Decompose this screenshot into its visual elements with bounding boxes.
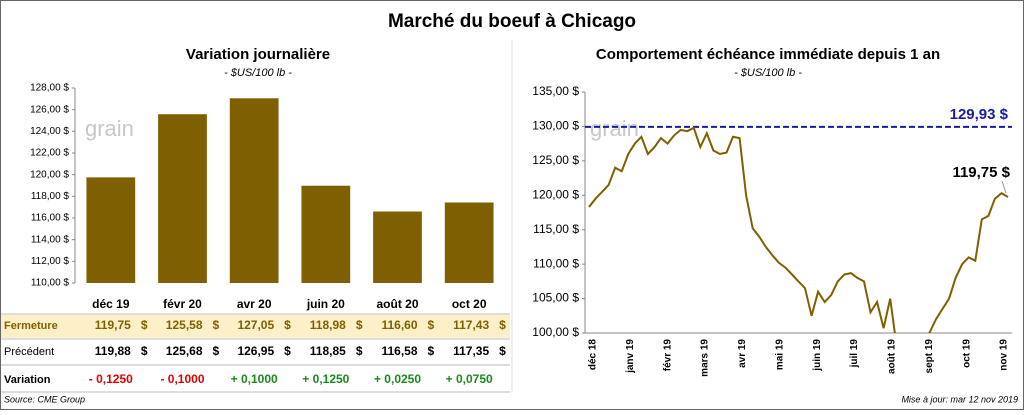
x-tick-label: juin 19	[812, 339, 823, 372]
chart-title: Comportement échéance immédiate depuis 1…	[596, 46, 940, 63]
cell-unit: $	[284, 344, 291, 358]
cell: 118,98	[310, 318, 346, 332]
y-tick-label: 122,00 $	[30, 148, 69, 159]
row-label: Précédent	[4, 346, 54, 358]
y-tick-label: 120,00 $	[532, 187, 579, 201]
page-title: Marché du boeuf à Chicago	[388, 11, 636, 32]
y-tick-label: 118,00 $	[31, 191, 70, 202]
cell-unit: $	[428, 318, 435, 332]
x-tick-label: oct 19	[961, 339, 972, 368]
cell-unit: $	[141, 344, 148, 358]
y-tick-label: 120,00 $	[30, 169, 69, 180]
y-tick-label: 135,00 $	[532, 84, 579, 98]
cell: 116,58	[381, 344, 417, 358]
price-line	[588, 126, 1009, 333]
y-tick-label: 128,00 $	[30, 83, 69, 94]
last-label: 119,75 $	[952, 164, 1010, 181]
leader	[1001, 180, 1007, 194]
x-tick-label: août 20	[376, 297, 418, 311]
x-tick-label: févr 20	[163, 297, 202, 311]
cell-unit: $	[356, 344, 363, 358]
cell: 126,95	[237, 344, 274, 358]
cell: 119,75	[95, 318, 131, 332]
x-tick-label: juil 19	[849, 339, 860, 369]
x-tick-label: sept 19	[924, 339, 935, 374]
y-tick-label: 110,00 $	[533, 256, 579, 270]
row-label: Fermeture	[4, 320, 58, 332]
x-tick-label: oct 20	[452, 297, 487, 311]
x-tick-label: janv 19	[625, 339, 636, 374]
x-tick-label: juin 20	[306, 297, 345, 311]
chart-subtitle: - $US/100 lb -	[734, 67, 802, 79]
update: Mise à jour: mar 12 nov 2019	[901, 394, 1018, 404]
watermark: grain	[85, 116, 134, 141]
cell-unit: $	[356, 318, 363, 332]
cell: - 0,1250	[89, 372, 133, 386]
x-tick-label: avr 20	[237, 297, 272, 311]
cell: - 0,1000	[160, 372, 204, 386]
x-tick-label: mars 19	[700, 339, 711, 377]
reference-label: 129,93 $	[950, 106, 1009, 123]
y-tick-label: 125,00 $	[532, 153, 579, 167]
cell: + 0,1000	[231, 372, 278, 386]
y-tick-label: 112,00 $	[31, 256, 70, 267]
y-tick-label: 114,00 $	[31, 234, 70, 245]
cell-unit: $	[141, 318, 148, 332]
cell: 117,35	[453, 344, 489, 358]
y-tick-label: 116,00 $	[31, 213, 70, 224]
cell: + 0,0750	[446, 372, 493, 386]
cell-unit: $	[213, 318, 220, 332]
cell: 119,88	[95, 344, 131, 358]
x-tick-label: août 19	[887, 339, 898, 374]
cell: 118,85	[310, 344, 346, 358]
chart-subtitle: - $US/100 lb -	[224, 67, 292, 79]
cell: 125,58	[166, 318, 203, 332]
x-tick-label: avr 19	[737, 339, 748, 368]
cell-unit: $	[284, 318, 291, 332]
bar	[301, 185, 351, 283]
y-tick-label: 105,00 $	[532, 291, 579, 305]
cell-unit: $	[499, 318, 506, 332]
cell: 125,68	[166, 344, 203, 358]
highlight-row	[1, 315, 510, 338]
bar	[229, 98, 279, 284]
y-tick-label: 126,00 $	[30, 104, 69, 115]
x-tick-label: mai 19	[774, 339, 785, 371]
row-label: Variation	[4, 374, 51, 386]
cell-unit: $	[213, 344, 220, 358]
y-tick-label: 115,00 $	[533, 222, 579, 236]
chart-title: Variation journalière	[186, 46, 330, 63]
cell: 127,05	[237, 318, 274, 332]
cell: + 0,0250	[374, 372, 421, 386]
source: Source: CME Group	[4, 394, 85, 404]
y-tick-label: 110,00 $	[31, 278, 70, 289]
bar	[86, 177, 136, 283]
watermark: grain	[590, 116, 639, 141]
bar	[158, 114, 207, 283]
y-tick-label: 124,00 $	[30, 126, 69, 137]
x-tick-label: déc 19	[92, 297, 130, 311]
bar	[444, 202, 494, 283]
cell-unit: $	[428, 344, 435, 358]
cell: 116,60	[381, 318, 417, 332]
cell-unit: $	[499, 344, 506, 358]
x-tick-label: déc 18	[588, 339, 599, 371]
bar	[373, 211, 422, 283]
y-tick-label: 100,00 $	[532, 325, 579, 339]
cell: + 0,1250	[302, 372, 349, 386]
x-tick-label: févr 19	[662, 339, 673, 372]
y-tick-label: 130,00 $	[532, 119, 579, 133]
cell: 117,43	[453, 318, 489, 332]
x-tick-label: nov 19	[999, 339, 1010, 371]
